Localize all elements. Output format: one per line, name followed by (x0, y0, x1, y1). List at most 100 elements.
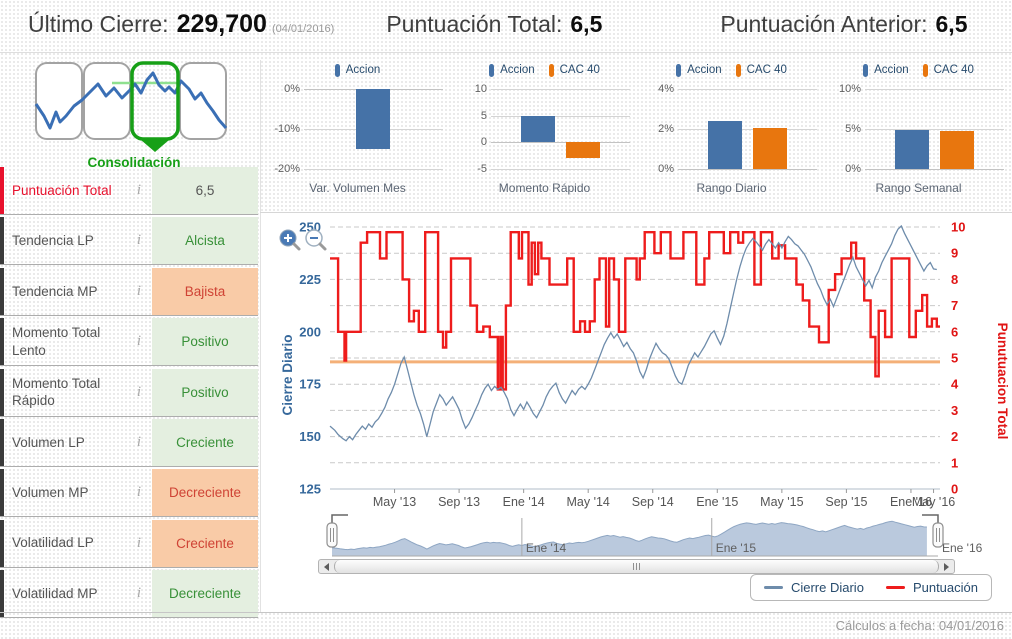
legend-item[interactable]: CAC 40 (735, 63, 787, 77)
gridline (678, 129, 817, 130)
phase-label: Consolidación (87, 155, 181, 170)
axis-tick-label: 5% (845, 123, 861, 135)
legend-item[interactable]: Accion (676, 63, 722, 77)
info-icon[interactable]: i (136, 182, 142, 198)
last-close-date: (04/01/2016) (271, 23, 335, 35)
axis-tick-label: 10% (838, 83, 861, 95)
mini-chart-legend: Accion CAC 40 (451, 62, 638, 78)
zoom-out-icon[interactable] (305, 229, 327, 251)
scroll-left-button[interactable] (319, 560, 334, 573)
navigator-scrollbar[interactable] (318, 559, 955, 574)
left-axis-tick-label: 225 (299, 272, 321, 287)
phase-arrow-icon (141, 140, 169, 152)
info-icon[interactable]: i (136, 232, 142, 249)
legend-item[interactable]: CAC 40 (922, 63, 974, 77)
right-arrow-icon (944, 562, 949, 571)
zoom-in-icon[interactable] (279, 229, 301, 251)
axis-tick-label: 0% (845, 163, 861, 175)
navigator-handle-right[interactable] (932, 522, 944, 548)
gridline (865, 89, 1004, 90)
navigator-area (332, 521, 927, 556)
mini-chart-rango_diario: Accion CAC 40 4% 2% 0% Rango Diario (638, 60, 825, 210)
score-row: Volumen LP i Creciente (0, 418, 258, 467)
legend-label: Puntuación (912, 580, 978, 595)
navigator-chart[interactable]: Ene '14 Ene '15 Ene '16 (318, 510, 1012, 558)
puntuacion-step-line (330, 231, 940, 391)
total-score-value: 6,5 (570, 11, 603, 37)
mini-chart-momento_rapido: Accion CAC 40 10 5 0 -5 Momento Rápido (451, 60, 638, 210)
x-tick-label: May '13 (373, 495, 416, 509)
mini-chart-plot: 10 5 0 -5 (451, 83, 638, 179)
chart-panel-divider (260, 212, 1012, 213)
bar-cac-40 (939, 131, 974, 169)
score-row-label: Puntuación Total (0, 167, 126, 214)
legend-label: Cierre Diario (790, 580, 864, 595)
x-tick-label: Ene '16 (890, 495, 932, 509)
info-icon[interactable]: i (136, 484, 142, 501)
right-axis-tick-label: 10 (951, 220, 965, 235)
info-icon[interactable]: i (136, 333, 142, 350)
legend-swatch-icon (334, 63, 340, 77)
legend-item[interactable]: Accion (863, 63, 909, 77)
mini-chart-title: Var. Volumen Mes (309, 181, 406, 195)
score-row-value: Bajista (152, 267, 258, 315)
scrollbar-thumb[interactable] (334, 560, 939, 573)
main-chart: May '13 Sep '13 Ene '14 May '14 Sep '14 Ene '… (279, 220, 1010, 509)
score-row: Volumen MP i Decreciente (0, 469, 258, 518)
x-tick-label: Sep '13 (438, 495, 480, 509)
axis-tick-label: -20% (274, 163, 300, 175)
legend-item[interactable]: CAC 40 (548, 63, 600, 77)
legend-label: Accion (345, 64, 381, 76)
right-axis-tick-label: 6 (951, 324, 958, 339)
mini-chart-legend: Accion CAC 40 (825, 62, 1012, 78)
score-row: Momento Total Rápido i Positivo (0, 368, 258, 417)
thumb-grip-icon (639, 563, 640, 570)
right-axis-tick-label: 9 (951, 246, 958, 261)
legend-swatch-icon (863, 63, 869, 77)
bar-cac-40 (565, 142, 600, 159)
mini-chart-var_volumen_mes: Accion 0% -10% -20% Var. Volumen Mes (264, 60, 451, 210)
bar-accion (707, 121, 742, 169)
gridline (491, 89, 630, 90)
info-icon[interactable]: i (136, 433, 142, 450)
left-arrow-icon (324, 562, 329, 571)
thumb-grip-icon (633, 563, 634, 570)
legend-label: CAC 40 (559, 64, 600, 76)
axis-tick-label: 2% (658, 123, 674, 135)
left-axis-tick-label: 125 (299, 482, 321, 497)
right-axis-tick-label: 7 (951, 298, 958, 313)
x-tick-label: Sep '15 (825, 495, 867, 509)
info-icon[interactable]: i (136, 534, 142, 551)
info-icon[interactable]: i (136, 282, 142, 299)
x-tick-label: May '16 (912, 495, 955, 509)
gridline (865, 169, 1004, 170)
info-icon[interactable]: i (136, 383, 142, 400)
navigator-handle-left[interactable] (326, 522, 338, 548)
bar-accion (894, 129, 929, 169)
prev-score-value: 6,5 (935, 11, 968, 37)
score-row: Tendencia LP i Alcista (0, 217, 258, 266)
legend-item[interactable]: Puntuación (885, 580, 978, 595)
score-row-value: Creciente (152, 418, 258, 466)
header: Último Cierre: 229,700 (04/01/2016) Punt… (28, 10, 1002, 50)
legend-item[interactable]: Accion (334, 63, 381, 77)
navigator-label: Ene '15 (716, 541, 757, 555)
info-icon[interactable]: i (136, 585, 142, 602)
mini-chart-title: Momento Rápido (498, 181, 591, 195)
legend-item[interactable]: Accion (489, 63, 535, 77)
score-row-value: Positivo (152, 368, 258, 416)
legend-label: Accion (874, 64, 909, 76)
legend-swatch-icon (676, 63, 682, 77)
legend-line-icon (885, 586, 905, 589)
axis-tick-label: 5 (480, 109, 487, 122)
axis-tick-label: 0% (658, 163, 674, 175)
axis-tick-label: -5 (477, 163, 487, 175)
legend-swatch-icon (922, 63, 928, 77)
score-row-label: Volumen LP (0, 418, 126, 466)
scroll-right-button[interactable] (939, 560, 954, 573)
score-row-label: Volumen MP (0, 469, 126, 517)
x-tick-label: Ene '15 (696, 495, 738, 509)
range-navigator[interactable]: Ene '14 Ene '15 Ene '16 (318, 510, 1012, 558)
score-row-value: Creciente (152, 519, 258, 567)
legend-item[interactable]: Cierre Diario (763, 580, 864, 595)
